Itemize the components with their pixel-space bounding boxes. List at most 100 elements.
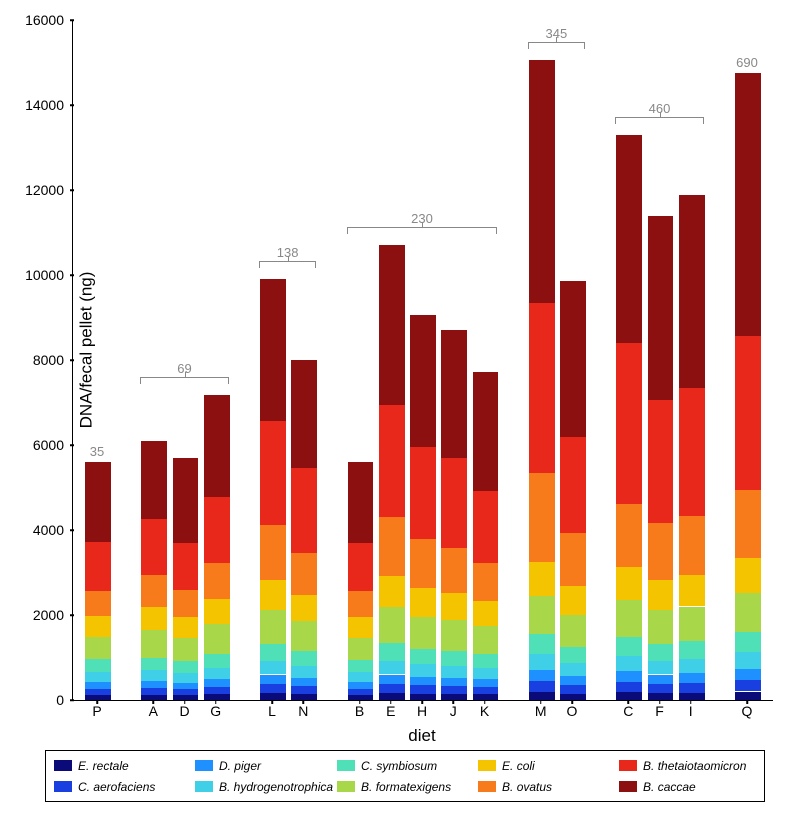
bar-segment (560, 676, 586, 685)
bar-segment (560, 647, 586, 663)
bar-segment (560, 615, 586, 647)
bar-segment (173, 689, 199, 695)
bar-segment (379, 675, 405, 684)
x-axis-label: diet (72, 726, 772, 746)
bar-segment (204, 563, 230, 599)
bar-segment (204, 624, 230, 654)
bar-segment (410, 588, 436, 616)
bar-segment (379, 684, 405, 693)
bar-segment (529, 654, 555, 670)
bar-segment (735, 692, 761, 701)
bar-segment (141, 670, 167, 681)
group-bracket (347, 227, 498, 236)
legend-swatch (478, 781, 496, 792)
bar-segment (204, 694, 230, 700)
bar-segment (648, 693, 674, 700)
legend-label: D. piger (219, 759, 261, 773)
bar-segment (141, 688, 167, 695)
bar-segment (291, 553, 317, 596)
bar-segment (441, 458, 467, 548)
bar-segment (348, 660, 374, 672)
bar-segment (735, 73, 761, 336)
legend-label: B. formatexigens (361, 780, 451, 794)
bar-segment (648, 644, 674, 661)
legend-label: B. hydrogenotrophica (219, 780, 333, 794)
bar-segment (141, 681, 167, 688)
bar-segment (560, 437, 586, 533)
bar-segment (441, 666, 467, 678)
bar-segment (529, 473, 555, 562)
bar-segment (173, 590, 199, 617)
bar-segment (260, 525, 286, 580)
legend-item: E. rectale (54, 755, 191, 776)
bar-segment (735, 558, 761, 593)
bar-segment (291, 694, 317, 700)
bar-segment (529, 60, 555, 302)
bar-segment (348, 672, 374, 682)
legend-item: D. piger (195, 755, 333, 776)
bar-segment (529, 681, 555, 692)
bar-segment (348, 689, 374, 695)
x-tick-label: N (298, 703, 308, 719)
bar-segment (379, 693, 405, 700)
legend-item: B. thetaiotaomicron (619, 755, 756, 776)
bar-segment (379, 607, 405, 643)
y-tick-label: 12000 (0, 182, 64, 198)
bar-segment (204, 687, 230, 695)
bar-segment (648, 400, 674, 522)
bar-segment (173, 695, 199, 700)
bar-segment (560, 663, 586, 676)
x-tick-label: K (480, 703, 489, 719)
bar-segment (348, 695, 374, 700)
group-label: 35 (90, 444, 104, 459)
bar-segment (735, 669, 761, 680)
legend-label: B. ovatus (502, 780, 552, 794)
bar-segment (616, 504, 642, 568)
x-tick-label: G (210, 703, 221, 719)
bar-segment (379, 517, 405, 576)
legend-item: E. coli (478, 755, 615, 776)
bar-segment (679, 388, 705, 516)
legend-swatch (619, 781, 637, 792)
legend-item: B. caccae (619, 776, 756, 797)
bar-segment (260, 693, 286, 700)
bar-segment (529, 562, 555, 596)
bar-segment (173, 673, 199, 683)
bar-segment (648, 580, 674, 610)
bar-segment (529, 634, 555, 654)
bar-segment (529, 670, 555, 681)
bar-segment (679, 195, 705, 388)
bar-segment (291, 360, 317, 468)
bar-segment (473, 654, 499, 668)
legend-swatch (337, 760, 355, 771)
bar-segment (173, 543, 199, 590)
bar-segment (85, 659, 111, 672)
bar-segment (260, 684, 286, 693)
bar-segment (410, 677, 436, 686)
bar-segment (348, 591, 374, 617)
group-bracket (140, 377, 228, 386)
bar-segment (410, 694, 436, 700)
legend-item: C. symbiosum (337, 755, 474, 776)
bar-segment (85, 591, 111, 616)
bar-segment (679, 683, 705, 693)
bar-segment (679, 673, 705, 683)
bar-segment (679, 607, 705, 642)
bar-segment (204, 679, 230, 687)
bar-segment (441, 651, 467, 666)
bar-segment (735, 490, 761, 558)
bar-segment (648, 661, 674, 675)
x-tick-label: B (355, 703, 364, 719)
bar-segment (291, 595, 317, 621)
bar-segment (735, 632, 761, 652)
bar-segment (410, 315, 436, 447)
legend-label: C. aerofaciens (78, 780, 155, 794)
bar-segment (560, 694, 586, 700)
bar-segment (85, 689, 111, 695)
bar-segment (141, 441, 167, 520)
legend-label: E. rectale (78, 759, 129, 773)
bar-segment (260, 279, 286, 421)
bar-segment (348, 617, 374, 638)
bar-segment (410, 539, 436, 589)
group-label: 69 (177, 361, 191, 376)
